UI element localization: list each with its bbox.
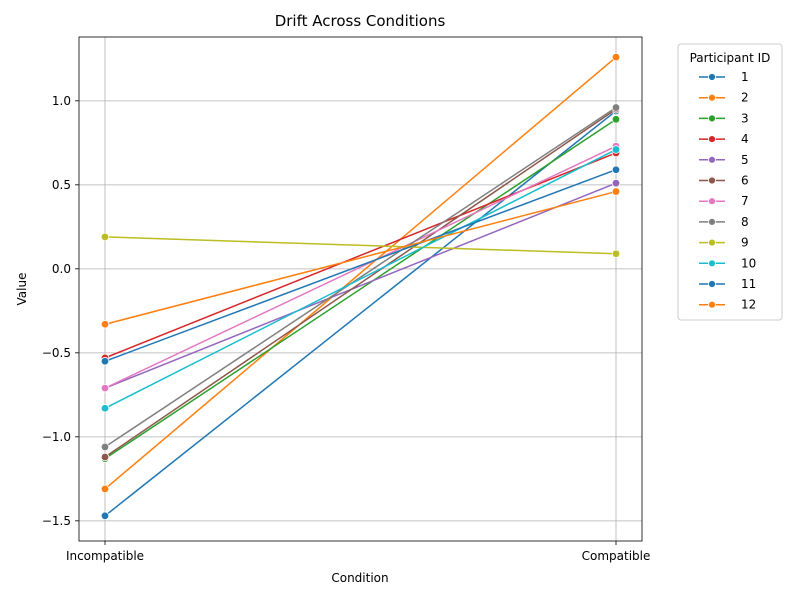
data-point [611,249,621,258]
legend-item-9: 9 [699,236,749,250]
legend-item-12: 12 [699,298,756,312]
data-point [611,145,621,154]
legend-label: 4 [741,132,749,146]
legend-marker [708,238,716,247]
legend-marker [708,73,716,81]
chart-title: Drift Across Conditions [275,12,446,30]
legend-label: 3 [741,111,749,125]
legend-item-4: 4 [699,132,749,146]
legend-item-1: 1 [699,70,749,84]
series-11 [100,165,621,366]
series-line [104,145,617,389]
legend-marker [708,300,716,309]
legend-marker [708,155,716,164]
legend-marker [708,259,716,268]
legend-label: 9 [741,236,749,250]
data-point [100,452,110,462]
data-point [100,357,110,366]
series-12 [100,187,621,329]
legend-item-3: 3 [699,111,749,125]
series-8 [100,103,621,452]
legend-label: 5 [741,153,749,167]
series-line [104,110,617,517]
legend-label: 2 [741,91,749,105]
data-point [100,442,110,452]
data-point [100,383,110,393]
data-point [100,232,110,242]
data-point [100,484,110,494]
y-tick-label: −1.0 [42,430,71,444]
plot-frame [78,36,643,542]
legend-item-6: 6 [699,174,749,188]
legend-item-5: 5 [699,153,749,167]
series-line [104,108,617,458]
legend-title: Participant ID [690,51,771,65]
y-axis-label: Value [15,273,29,306]
series-line [104,148,617,409]
legend-label: 11 [741,277,756,291]
data-point [100,511,110,520]
y-tick-label: 0.5 [52,178,71,192]
y-tick-label: −0.5 [42,346,71,360]
y-tick-label: −1.5 [42,514,71,528]
legend-label: 7 [741,194,749,208]
legend-item-8: 8 [699,215,749,229]
legend-label: 8 [741,215,749,229]
legend-marker [708,135,716,144]
legend-label: 6 [741,174,749,188]
x-tick-label: Compatible [582,549,651,563]
series-line [104,118,617,460]
series-line [104,169,617,362]
data-point [611,187,621,196]
legend-label: 10 [741,256,756,270]
series-line [104,106,617,448]
legend-item-10: 10 [699,256,756,270]
data-point [611,103,621,112]
series-10 [100,145,621,413]
x-axis-label: Condition [331,571,388,585]
legend-marker [708,114,716,123]
legend-frame [677,43,783,321]
data-point [611,52,621,62]
legend-marker [708,176,716,185]
series-2 [100,52,621,494]
series-line [104,236,617,255]
legend-item-7: 7 [699,194,749,208]
ticks-layer: −1.5 −1.0 −0.5 0.0 0.5 1.0 Incompatible Compati… [42,94,651,563]
legend-label: 12 [741,298,756,312]
legend-marker [708,197,716,206]
data-point [611,178,621,188]
legend-marker [708,217,716,226]
data-point [611,115,621,124]
y-tick-label: 0.0 [52,262,71,276]
legend-marker [708,93,716,102]
legend-item-11: 11 [699,277,756,291]
legend-label: 1 [741,70,749,84]
y-tick-label: 1.0 [52,94,71,108]
legend-marker [708,280,716,288]
data-point [100,404,110,413]
legend-item-2: 2 [699,91,749,105]
series-line [104,182,617,389]
data-point [100,320,110,329]
series-line [104,190,617,326]
series-9 [100,232,621,258]
data-point [611,165,621,174]
x-tick-label: Incompatible [66,549,144,563]
series-line [104,56,617,490]
lines-layer [100,52,621,520]
